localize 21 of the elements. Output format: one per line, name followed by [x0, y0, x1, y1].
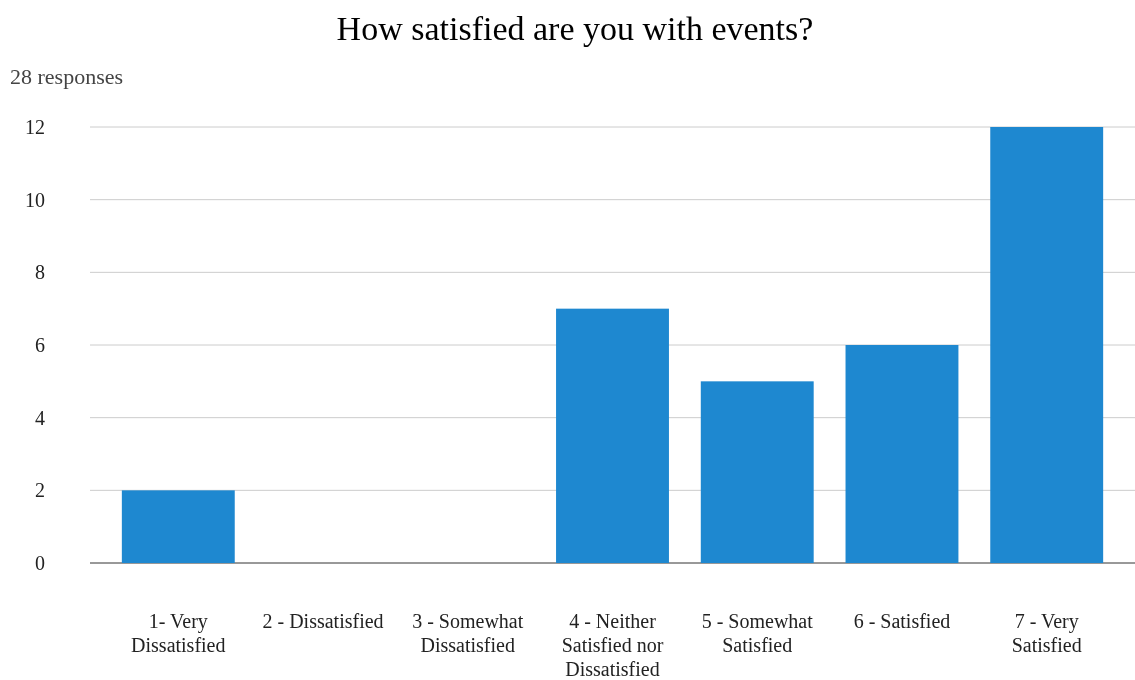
chart-title: How satisfied are you with events? — [336, 10, 814, 47]
chart-subtitle: 28 responses — [10, 64, 124, 89]
y-tick-label: 12 — [25, 115, 45, 138]
x-tick-label: 7 - Very Satisfied — [1011, 610, 1082, 656]
x-tick-label: 4 - Neither Satisfied nor Dissatisfied — [561, 610, 664, 680]
x-tick-label: 3 - Somewhat Dissatisfied — [412, 610, 524, 656]
y-tick-label: 2 — [35, 479, 45, 502]
x-tick-label: 2 - Dissatisfied — [262, 610, 384, 632]
bar — [845, 345, 959, 563]
bar — [990, 127, 1104, 563]
x-tick-label: 1- Very Dissatisfied — [131, 610, 226, 656]
bar — [121, 490, 235, 563]
y-tick-label: 6 — [35, 333, 45, 356]
y-tick-label: 4 — [35, 406, 45, 429]
y-tick-label: 0 — [35, 551, 45, 574]
y-tick-label: 8 — [35, 261, 45, 284]
bar — [700, 381, 814, 563]
x-tick-label: 5 - Somewhat Satisfied — [701, 610, 814, 656]
bar — [556, 308, 669, 563]
y-tick-label: 10 — [25, 188, 45, 211]
x-tick-label: 6 - Satisfied — [853, 610, 951, 632]
